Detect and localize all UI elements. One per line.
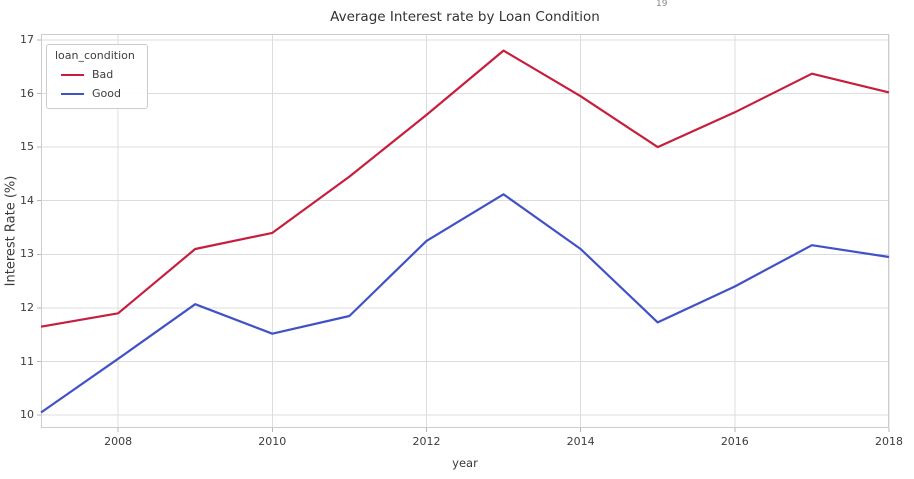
plot-area: loan_condition Bad Good <box>37 34 890 432</box>
legend-item-label: Good <box>92 87 121 100</box>
x-axis-label: year <box>452 456 478 470</box>
y-tick-label: 11 <box>20 354 34 368</box>
x-tick-label: 2010 <box>258 435 287 448</box>
legend: loan_condition Bad Good <box>46 44 148 109</box>
legend-item: Good <box>55 84 135 103</box>
legend-line-swatch <box>61 92 84 95</box>
y-tick-label: 15 <box>20 140 34 154</box>
series-line-good <box>40 193 890 414</box>
cropped-text-artifact: 19 <box>656 0 668 6</box>
x-tick-label: 2012 <box>412 435 441 448</box>
y-tick-label: 14 <box>20 193 34 207</box>
y-tick-label: 17 <box>20 32 34 46</box>
x-tick-label: 2016 <box>720 435 749 448</box>
x-tick-label: 2008 <box>104 435 133 448</box>
x-tick-label: 2014 <box>566 435 595 448</box>
y-tick-label: 12 <box>20 300 34 314</box>
plot-canvas <box>37 34 890 432</box>
y-tick-label: 10 <box>20 408 34 422</box>
legend-line-swatch <box>61 73 84 76</box>
legend-items: Bad Good <box>55 65 135 103</box>
x-tick-label: 2018 <box>875 435 903 448</box>
series-line-bad <box>40 49 890 328</box>
chart-title: Average Interest rate by Loan Condition <box>330 9 600 25</box>
y-axis-label: Interest Rate (%) <box>3 175 19 287</box>
legend-title: loan_condition <box>55 49 135 62</box>
legend-item-label: Bad <box>92 68 114 81</box>
y-tick-label: 13 <box>20 247 34 261</box>
legend-item: Bad <box>55 65 135 84</box>
y-tick-label: 16 <box>20 86 34 100</box>
